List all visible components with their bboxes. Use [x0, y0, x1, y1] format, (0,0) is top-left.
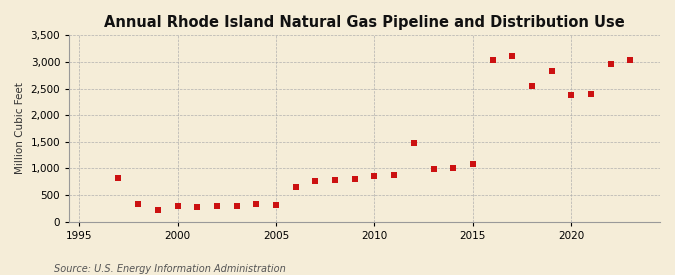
Text: Source: U.S. Energy Information Administration: Source: U.S. Energy Information Administ… [54, 264, 286, 274]
Point [192, 205, 202, 209]
Point [586, 92, 597, 96]
Point [172, 204, 183, 208]
Point [113, 176, 124, 180]
Point [605, 61, 616, 66]
Point [329, 177, 340, 182]
Point [625, 58, 636, 63]
Point [310, 179, 321, 183]
Point [153, 208, 163, 212]
Point [526, 84, 537, 88]
Point [487, 58, 498, 63]
Point [428, 167, 439, 171]
Point [369, 174, 380, 179]
Point [232, 204, 242, 208]
Point [211, 204, 222, 208]
Point [566, 93, 576, 97]
Point [408, 141, 419, 146]
Point [290, 185, 301, 189]
Point [350, 177, 360, 181]
Point [507, 54, 518, 58]
Point [389, 173, 400, 178]
Point [251, 201, 262, 206]
Point [271, 203, 281, 207]
Y-axis label: Million Cubic Feet: Million Cubic Feet [15, 82, 25, 174]
Title: Annual Rhode Island Natural Gas Pipeline and Distribution Use: Annual Rhode Island Natural Gas Pipeline… [104, 15, 625, 30]
Point [133, 202, 144, 206]
Point [546, 69, 557, 73]
Point [448, 166, 458, 170]
Point [468, 162, 479, 166]
